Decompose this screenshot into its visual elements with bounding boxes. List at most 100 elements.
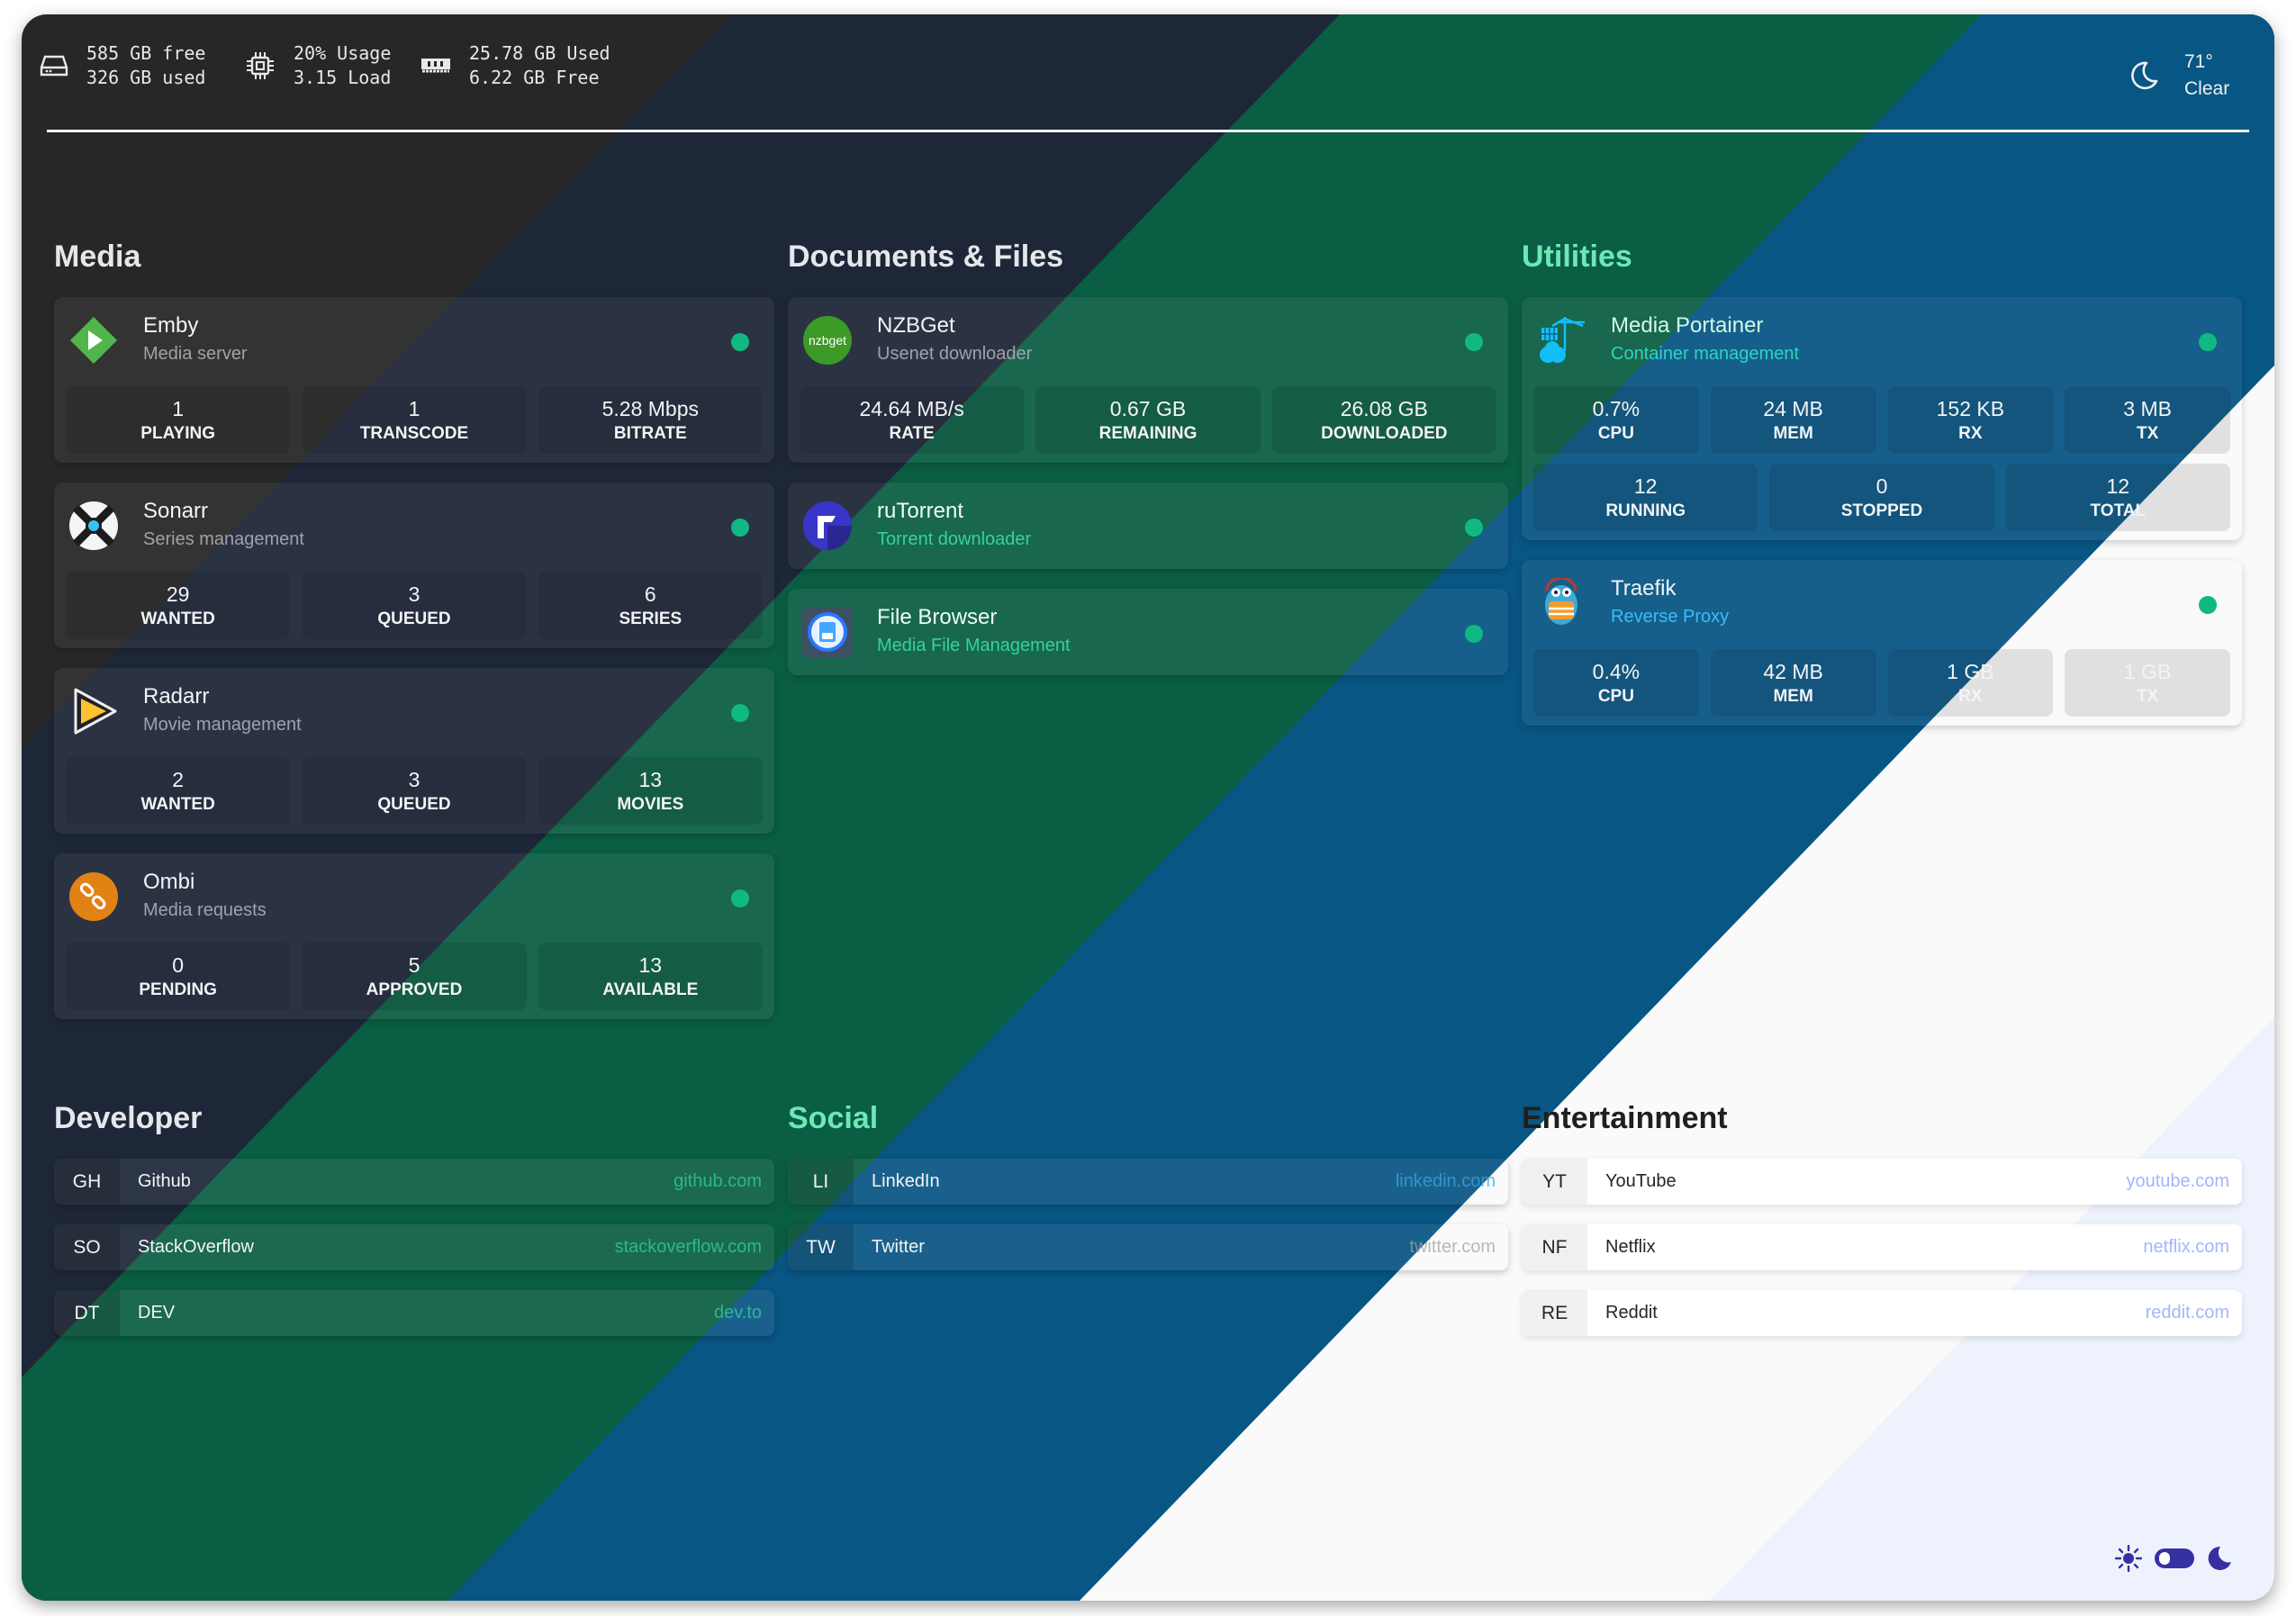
stat-value: 1	[408, 396, 420, 420]
stat-value: 3	[408, 767, 420, 791]
service-name[interactable]: Emby	[143, 313, 199, 338]
bookmark-name[interactable]: DEV	[138, 1303, 176, 1323]
bookmark-name[interactable]: StackOverflow	[138, 1237, 254, 1257]
service-card-sonarr[interactable]: Sonarr Series management 29 WANTED 3 QUEUED 6 S…	[54, 483, 774, 648]
weather-temperature: 71°	[2184, 51, 2213, 72]
bookmark-url[interactable]: dev.to	[714, 1303, 762, 1323]
service-card-nzbget[interactable]: nzbget NZBGet Usenet downloader 24.64 MB/s R…	[788, 297, 1508, 463]
stat-value: 3	[408, 582, 420, 606]
bookmark-url[interactable]: youtube.com	[2126, 1171, 2229, 1191]
bookmark-url[interactable]: github.com	[673, 1171, 762, 1191]
sun-icon[interactable]	[2115, 1545, 2142, 1572]
stat-cpu: 0.4% CPU	[1533, 649, 1699, 717]
bookmark-name[interactable]: LinkedIn	[872, 1171, 940, 1191]
bookmark-linkedin[interactable]: LI LinkedIn linkedin.com	[788, 1159, 1508, 1205]
bookmark-url[interactable]: linkedin.com	[1395, 1171, 1496, 1191]
bookmark-url[interactable]: stackoverflow.com	[614, 1237, 762, 1257]
bookmark-abbreviation: RE	[1522, 1290, 1587, 1336]
stat-value: 3 MB	[2123, 396, 2172, 420]
bookmark-stackoverflow[interactable]: SO StackOverflow stackoverflow.com	[54, 1224, 774, 1270]
stat-label: QUEUED	[377, 794, 451, 814]
service-card-emby[interactable]: Emby Media server 1 PLAYING 1 TRANSCODE 5.28 M…	[54, 297, 774, 463]
stat-mem: 24 MB MEM	[1710, 386, 1876, 454]
service-name[interactable]: ruTorrent	[877, 499, 964, 523]
moon-icon[interactable]	[2207, 1546, 2232, 1571]
bookmark-name[interactable]: Twitter	[872, 1237, 925, 1257]
stat-label: BITRATE	[613, 423, 687, 443]
stat-value: 24 MB	[1763, 396, 1823, 420]
bookmark-reddit[interactable]: RE Reddit reddit.com	[1522, 1290, 2242, 1336]
service-name[interactable]: Media Portainer	[1611, 313, 1764, 338]
sonarr-icon	[68, 501, 119, 551]
section-entertainment: Entertainment YT YouTube youtube.com NF Netfl…	[1522, 1097, 2242, 1356]
stat-tx: 1 GB TX	[2065, 649, 2230, 717]
service-description: Torrent downloader	[877, 529, 1032, 549]
stat-value: 152 KB	[1936, 396, 2005, 420]
bookmark-url[interactable]: netflix.com	[2143, 1237, 2229, 1257]
stat-label: STOPPED	[1840, 501, 1923, 520]
stat-label: TRANSCODE	[359, 423, 469, 443]
bookmark-dev[interactable]: DT DEV dev.to	[54, 1290, 774, 1336]
hard-drive-icon	[40, 55, 68, 77]
stat-value: 13	[638, 952, 663, 977]
stat-value: 0.7%	[1592, 396, 1641, 420]
service-card-radarr[interactable]: Radarr Movie management 2 WANTED 3 QUEUED 13 MO…	[54, 668, 774, 834]
bookmark-github[interactable]: GH Github github.com	[54, 1159, 774, 1205]
stat-label: CPU	[1597, 423, 1634, 443]
section-title: Utilities	[1522, 239, 1632, 274]
stat-label: PLAYING	[140, 423, 216, 443]
service-name[interactable]: Radarr	[143, 684, 210, 709]
bookmark-name[interactable]: YouTube	[1605, 1171, 1677, 1191]
stat-label: TX	[2136, 686, 2159, 706]
service-name[interactable]: Traefik	[1611, 576, 1677, 600]
stat-label: TOTAL	[2090, 501, 2147, 520]
stats-row: 0 PENDING 5 APPROVED 13 AVAILABLE	[54, 943, 774, 1019]
cpu-usage: 20% Usage	[294, 42, 392, 64]
stat-pending: 0 PENDING	[66, 943, 291, 1010]
service-description: Reverse Proxy	[1611, 607, 1730, 627]
memory-widget: 25.78 GB Used 6.22 GB Free	[420, 41, 610, 90]
stat-label: QUEUED	[377, 609, 451, 628]
stat-label: AVAILABLE	[602, 980, 699, 999]
service-card-ombi[interactable]: Ombi Media requests 0 PENDING 5 APPROVED 13 AVA…	[54, 853, 774, 1019]
bookmark-name[interactable]: Reddit	[1605, 1303, 1658, 1323]
theme-toggle[interactable]	[2155, 1548, 2194, 1568]
status-indicator	[731, 333, 749, 351]
service-card-file-browser[interactable]: File Browser Media File Management	[788, 589, 1508, 675]
stat-value: 5.28 Mbps	[601, 396, 700, 420]
stat-total: 12 TOTAL	[2005, 464, 2230, 531]
service-header: Ombi Media requests	[54, 853, 774, 943]
bookmark-youtube[interactable]: YT YouTube youtube.com	[1522, 1159, 2242, 1205]
rutorrent-icon	[802, 501, 853, 551]
service-name[interactable]: NZBGet	[877, 313, 955, 338]
stat-value: 26.08 GB	[1340, 396, 1428, 420]
bookmark-abbreviation: GH	[54, 1159, 120, 1205]
service-name[interactable]: Sonarr	[143, 499, 209, 523]
service-name[interactable]: Ombi	[143, 870, 195, 894]
bookmark-name[interactable]: Netflix	[1605, 1237, 1656, 1257]
section-title: Developer	[54, 1101, 203, 1135]
bookmark-url[interactable]: reddit.com	[2145, 1303, 2229, 1323]
section-title: Documents & Files	[788, 239, 1064, 274]
stat-label: MOVIES	[617, 794, 684, 814]
service-description: Series management	[143, 529, 304, 549]
stat-value: 24.64 MB/s	[859, 396, 964, 420]
stat-value: 1 GB	[2123, 659, 2172, 683]
bookmark-url[interactable]: twitter.com	[1409, 1237, 1496, 1257]
bookmark-netflix[interactable]: NF Netflix netflix.com	[1522, 1224, 2242, 1270]
service-card-media-portainer[interactable]: Media Portainer Container management 0.7% C…	[1522, 297, 2242, 540]
service-card-traefik[interactable]: Traefik Reverse Proxy 0.4% CPU 42 MB MEM 1 GB R…	[1522, 560, 2242, 726]
bookmark-twitter[interactable]: TW Twitter twitter.com	[788, 1224, 1508, 1270]
stat-value: 12	[2106, 474, 2130, 498]
ombi-icon	[68, 871, 119, 922]
stat-label: CPU	[1597, 686, 1634, 706]
status-indicator	[731, 519, 749, 537]
bookmark-abbreviation: SO	[54, 1224, 120, 1270]
service-card-rutorrent[interactable]: ruTorrent Torrent downloader	[788, 483, 1508, 569]
stat-series: 6 SERIES	[538, 572, 763, 639]
status-indicator	[1465, 519, 1483, 537]
bookmark-name[interactable]: Github	[138, 1171, 191, 1191]
section-utilities: Utilities Media Portainer Container manage…	[1522, 235, 2242, 745]
stat-rx: 152 KB RX	[1887, 386, 2054, 454]
service-name[interactable]: File Browser	[877, 605, 998, 629]
